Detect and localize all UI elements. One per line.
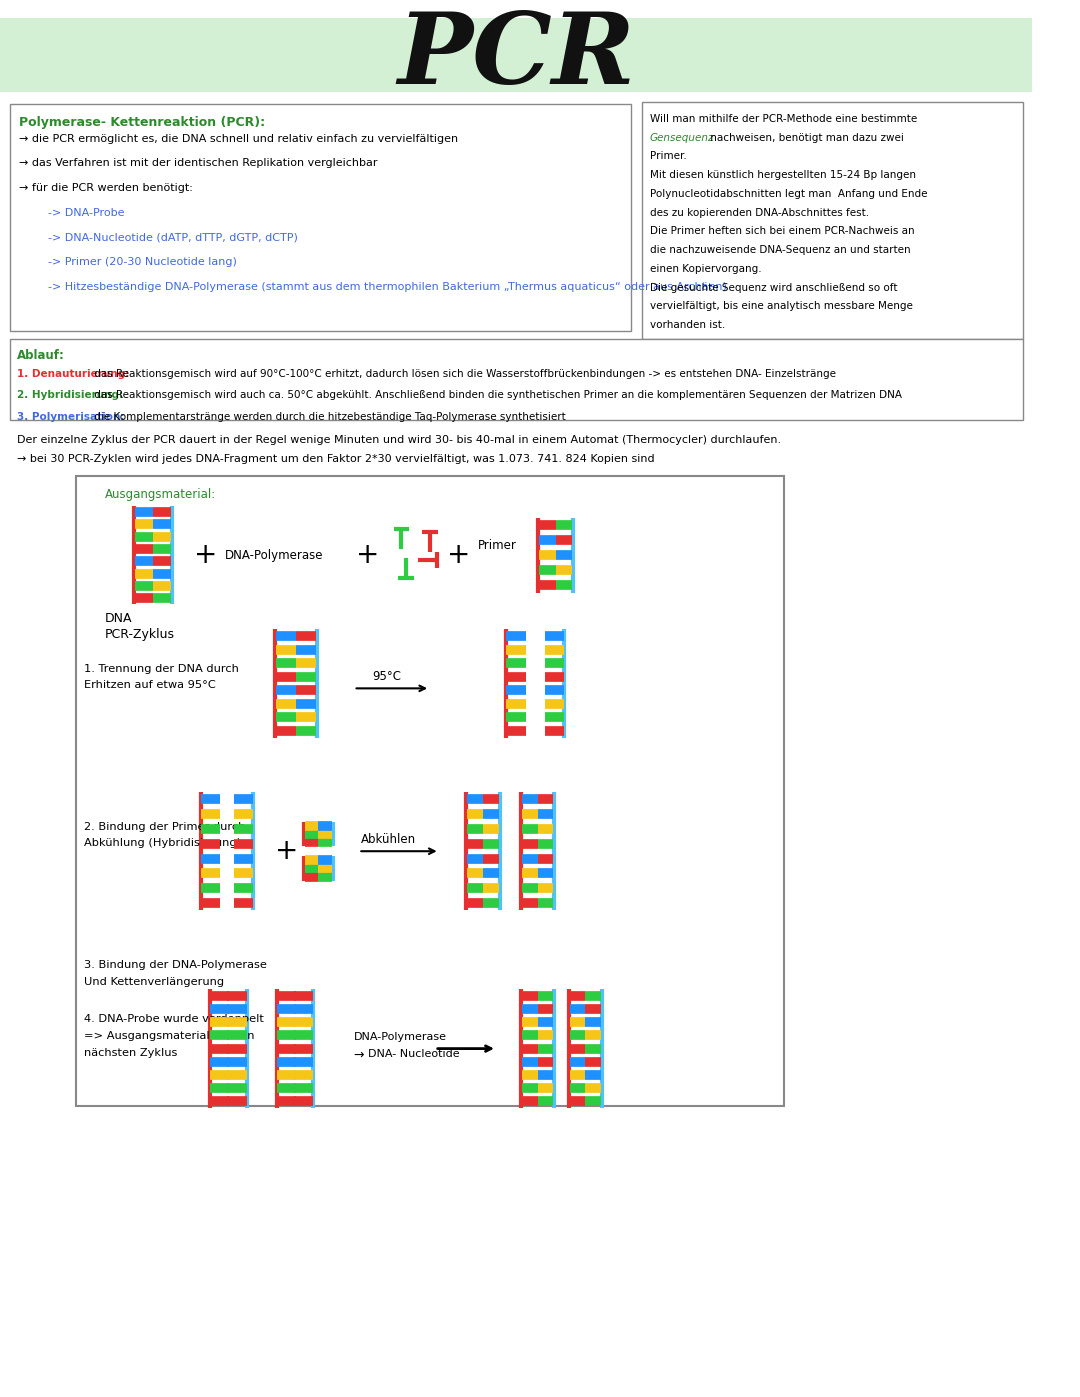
Text: → für die PCR werden benötigt:: → für die PCR werden benötigt: [19, 183, 193, 193]
Text: die nachzuweisende DNA-Sequenz an und starten: die nachzuweisende DNA-Sequenz an und st… [650, 246, 910, 256]
Text: Primer.: Primer. [650, 151, 687, 162]
Text: 3. Polymerisation:: 3. Polymerisation: [17, 412, 124, 422]
Text: 1. Denauturierung:: 1. Denauturierung: [17, 369, 130, 379]
Text: -> Primer (20-30 Nucleotide lang): -> Primer (20-30 Nucleotide lang) [48, 257, 237, 267]
Text: 2. Bindung der Primer durch: 2. Bindung der Primer durch [84, 821, 245, 831]
Text: Die Primer heften sich bei einem PCR-Nachweis an: Die Primer heften sich bei einem PCR-Nac… [650, 226, 915, 236]
Text: PCR-Zyklus: PCR-Zyklus [105, 629, 175, 641]
Text: DNA-Polymerase: DNA-Polymerase [353, 1032, 446, 1042]
Text: →: → [353, 1049, 364, 1062]
Text: einen Kopiervorgang.: einen Kopiervorgang. [650, 264, 761, 274]
Text: nächsten Zyklus: nächsten Zyklus [84, 1048, 177, 1058]
Bar [10, 105, 631, 331]
Text: => Ausgangsmaterial für den: => Ausgangsmaterial für den [84, 1031, 255, 1041]
Text: das Reaktionsgemisch wird auch ca. 50°C abgekühlt. Anschließend binden die synth: das Reaktionsgemisch wird auch ca. 50°C … [91, 390, 902, 401]
Text: Abkühlung (Hybridisierung): Abkühlung (Hybridisierung) [84, 838, 241, 848]
Text: Will man mithilfe der PCR-Methode eine bestimmte: Will man mithilfe der PCR-Methode eine b… [650, 115, 917, 124]
Text: -> DNA-Nucleotide (dATP, dTTP, dGTP, dCTP): -> DNA-Nucleotide (dATP, dTTP, dGTP, dCT… [48, 232, 298, 243]
Text: Polymerase- Kettenreaktion (PCR):: Polymerase- Kettenreaktion (PCR): [19, 116, 266, 129]
Text: Und Kettenverlängerung: Und Kettenverlängerung [84, 977, 225, 986]
Text: des zu kopierenden DNA-Abschnittes fest.: des zu kopierenden DNA-Abschnittes fest. [650, 208, 869, 218]
Text: +: + [275, 837, 298, 865]
Text: -> DNA-Probe: -> DNA-Probe [48, 208, 124, 218]
Text: PCR: PCR [397, 8, 635, 105]
Text: -> Hitzesbeständige DNA-Polymerase (stammt aus dem thermophilen Bakterium „Therm: -> Hitzesbeständige DNA-Polymerase (stam… [48, 282, 727, 292]
Text: die Komplementarstränge werden durch die hitzebeständige Taq-Polymerase syntheti: die Komplementarstränge werden durch die… [91, 412, 566, 422]
Text: +: + [447, 541, 471, 569]
Bar [77, 476, 784, 1106]
Text: DNA: DNA [105, 612, 133, 626]
Text: → das Verfahren ist mit der identischen Replikation vergleichbar: → das Verfahren ist mit der identischen … [19, 158, 378, 169]
Bar [10, 339, 1023, 420]
Text: DNA-Polymerase: DNA-Polymerase [225, 549, 323, 562]
Bar [643, 102, 1023, 339]
Text: vorhanden ist.: vorhanden ist. [650, 320, 725, 330]
Text: Die gesuchte Sequenz wird anschließend so oft: Die gesuchte Sequenz wird anschließend s… [650, 282, 897, 293]
Text: Gensequenz: Gensequenz [650, 133, 714, 142]
Text: → bei 30 PCR-Zyklen wird jedes DNA-Fragment um den Faktor 2*30 vervielfältigt, w: → bei 30 PCR-Zyklen wird jedes DNA-Fragm… [17, 454, 654, 464]
Bar [0, 18, 1032, 92]
Text: 1. Trennung der DNA durch: 1. Trennung der DNA durch [84, 664, 239, 673]
Text: vervielfältigt, bis eine analytisch messbare Menge: vervielfältigt, bis eine analytisch mess… [650, 302, 913, 312]
Text: +: + [193, 541, 217, 569]
Text: Primer: Primer [477, 539, 516, 552]
Text: das Reaktionsgemisch wird auf 90°C-100°C erhitzt, dadurch lösen sich die Wassers: das Reaktionsgemisch wird auf 90°C-100°C… [91, 369, 836, 379]
Text: Ausgangsmaterial:: Ausgangsmaterial: [105, 488, 216, 502]
Text: → die PCR ermöglicht es, die DNA schnell und relativ einfach zu vervielfältigen: → die PCR ermöglicht es, die DNA schnell… [19, 134, 458, 144]
Text: DNA- Nucleotide: DNA- Nucleotide [368, 1049, 459, 1059]
Text: Der einzelne Zyklus der PCR dauert in der Regel wenige Minuten und wird 30- bis : Der einzelne Zyklus der PCR dauert in de… [17, 434, 781, 444]
Text: Mit diesen künstlich hergestellten 15-24 Bp langen: Mit diesen künstlich hergestellten 15-24… [650, 170, 916, 180]
Text: Abkühlen: Abkühlen [361, 833, 417, 847]
Text: 4. DNA-Probe wurde verdoppelt: 4. DNA-Probe wurde verdoppelt [84, 1014, 264, 1024]
Text: +: + [356, 541, 379, 569]
Text: 95°C: 95°C [373, 671, 402, 683]
Text: Polynucleotidabschnitten legt man  Anfang und Ende: Polynucleotidabschnitten legt man Anfang… [650, 189, 928, 198]
Text: nachweisen, benötigt man dazu zwei: nachweisen, benötigt man dazu zwei [707, 133, 904, 142]
Text: Erhitzen auf etwa 95°C: Erhitzen auf etwa 95°C [84, 680, 216, 690]
Text: Ablauf:: Ablauf: [17, 349, 65, 362]
Text: 3. Bindung der DNA-Polymerase: 3. Bindung der DNA-Polymerase [84, 960, 267, 970]
Text: 2. Hybridisierung:: 2. Hybridisierung: [17, 390, 123, 401]
